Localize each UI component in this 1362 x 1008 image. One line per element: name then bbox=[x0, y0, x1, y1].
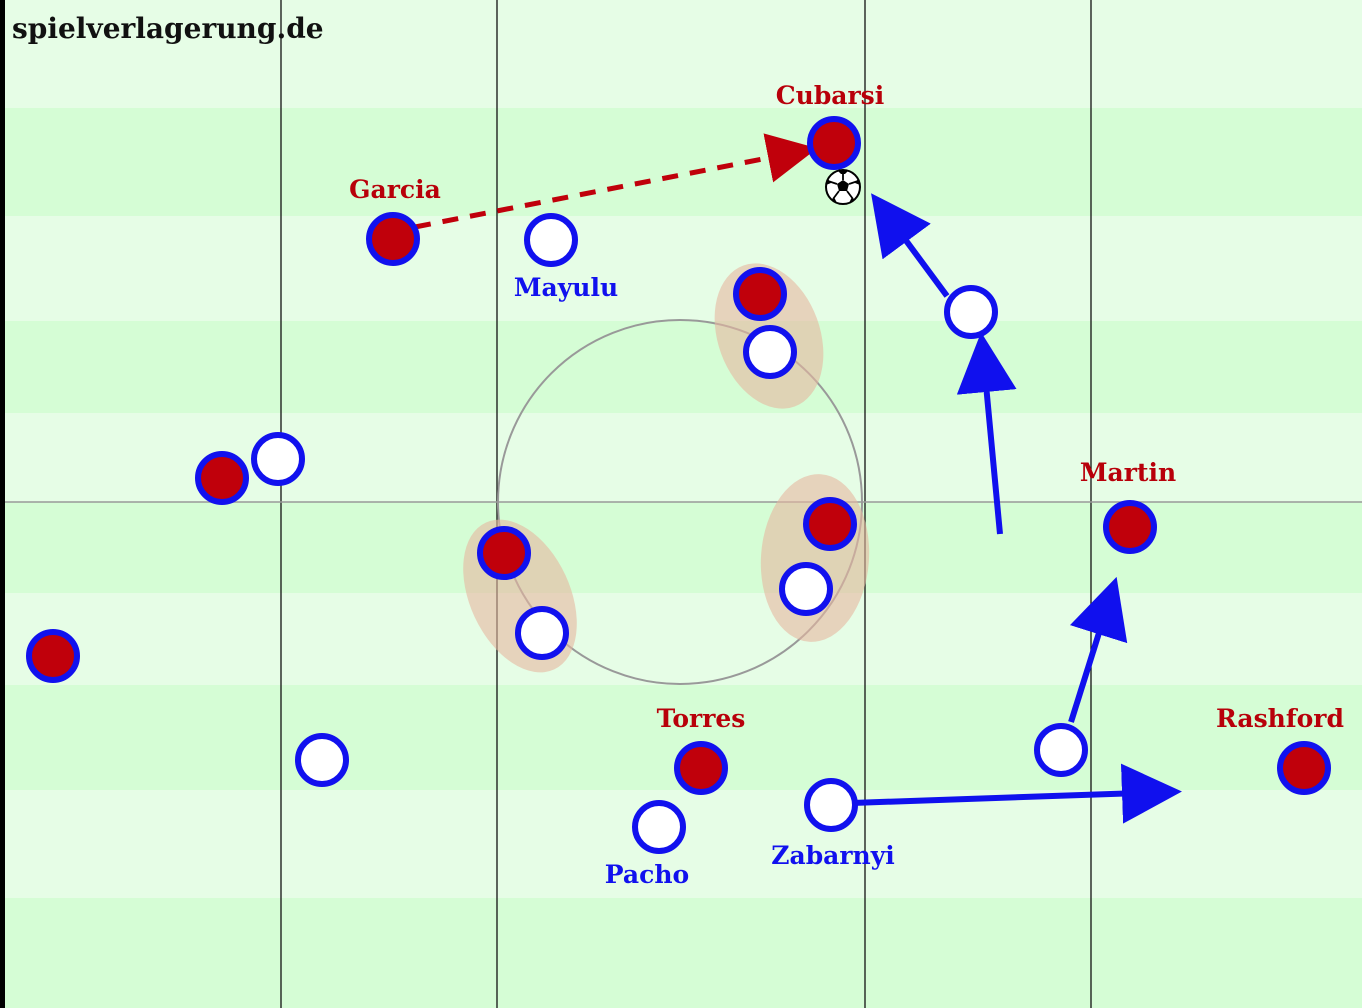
label-garcia: Garcia bbox=[349, 175, 441, 204]
watermark: spielverlagerung.de bbox=[12, 12, 324, 45]
player-blue bbox=[743, 325, 797, 379]
pitch-left-border bbox=[0, 0, 5, 1008]
stripe bbox=[0, 216, 1362, 321]
run-arrow bbox=[871, 193, 950, 298]
player-zabarnyi bbox=[804, 778, 858, 832]
stripe bbox=[0, 108, 1362, 216]
label-rashford: Rashford bbox=[1216, 704, 1344, 733]
label-zabarnyi: Zabarnyi bbox=[771, 841, 895, 870]
player-red bbox=[477, 526, 531, 580]
centre-circle bbox=[497, 319, 863, 685]
player-red bbox=[733, 267, 787, 321]
label-cubarsi: Cubarsi bbox=[776, 81, 885, 110]
player-martin bbox=[1103, 500, 1157, 554]
player-blue bbox=[944, 285, 998, 339]
player-red bbox=[195, 451, 249, 505]
player-blue bbox=[251, 432, 305, 486]
player-red bbox=[26, 629, 80, 683]
blue-team bbox=[251, 213, 1088, 854]
player-mayulu bbox=[524, 213, 578, 267]
soccer-ball-icon bbox=[825, 169, 861, 205]
stripe bbox=[0, 593, 1362, 685]
label-martin: Martin bbox=[1080, 458, 1176, 487]
player-blue bbox=[1034, 723, 1088, 777]
run-arrow bbox=[1068, 576, 1128, 723]
red-team bbox=[26, 116, 1331, 795]
player-rashford bbox=[1277, 741, 1331, 795]
player-pacho bbox=[632, 800, 686, 854]
player-torres bbox=[674, 741, 728, 795]
pass-arrow-garcia-to-cubarsi bbox=[414, 133, 818, 230]
channel-lines bbox=[280, 0, 1092, 1008]
label-pacho: Pacho bbox=[605, 860, 689, 889]
movement-arrows bbox=[414, 133, 1182, 824]
stripe bbox=[0, 502, 1362, 593]
stripe bbox=[0, 898, 1362, 1008]
run-arrow bbox=[956, 332, 1017, 535]
player-blue bbox=[779, 562, 833, 616]
run-arrow-zabarnyi bbox=[851, 763, 1182, 824]
label-torres: Torres bbox=[657, 704, 746, 733]
stripe bbox=[0, 321, 1362, 413]
player-blue bbox=[515, 606, 569, 660]
player-blue bbox=[295, 733, 349, 787]
player-garcia bbox=[366, 212, 420, 266]
player-cubarsi bbox=[807, 116, 861, 170]
player-red bbox=[803, 497, 857, 551]
player-labels: Cubarsi Garcia Mayulu Martin Torres Rash… bbox=[349, 81, 1344, 889]
stripe bbox=[0, 0, 1362, 108]
label-mayulu: Mayulu bbox=[514, 273, 618, 302]
